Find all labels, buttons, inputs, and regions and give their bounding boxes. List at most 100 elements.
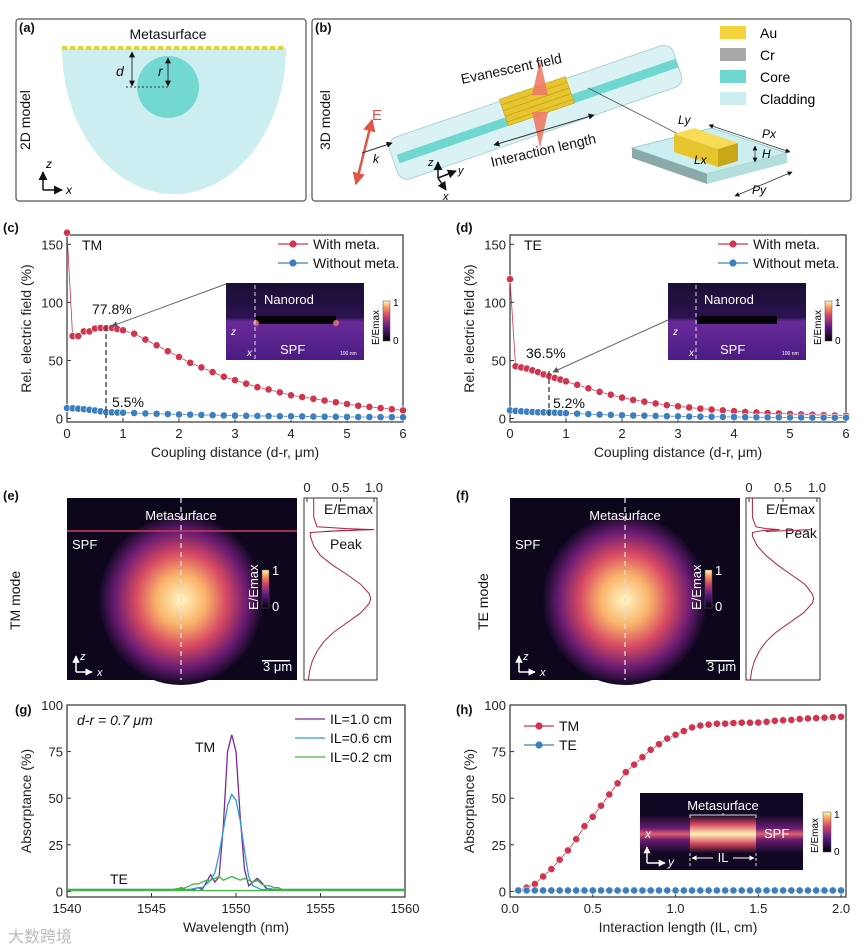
data-point (842, 413, 850, 422)
chart-h: 0.0 0.5 1.0 1.5 2.0 0 25 50 75 100 Interaction len… (461, 698, 850, 935)
axis-x: x (65, 183, 73, 197)
y-axis-label: Absorptance (%) (18, 749, 34, 853)
legend-marker (729, 240, 737, 248)
spf-label: SPF (764, 826, 789, 841)
data-point (663, 734, 672, 743)
inset-axis-x: x (246, 348, 253, 359)
panel-h-annotations: (h) IL Metasurface SPF x y 1 0 E/Emax (456, 702, 840, 870)
data-point (685, 403, 694, 412)
data-point (779, 886, 788, 895)
h-label: H (762, 147, 771, 161)
data-point (539, 886, 548, 895)
data-point (522, 886, 531, 895)
data-point (770, 886, 779, 895)
legend-label: IL=0.6 cm (330, 730, 392, 746)
tm-label: TM (195, 739, 215, 755)
data-point (718, 406, 727, 415)
data-point (253, 412, 262, 420)
axis-z-3d: z (427, 157, 434, 169)
legend-marker (289, 240, 297, 248)
mode-label-d: TE (524, 237, 542, 253)
data-point (605, 790, 614, 799)
data-point (737, 886, 746, 895)
y-tick-label: 100 (41, 698, 63, 713)
data-point (786, 413, 794, 422)
watermark: 大数跨境 (8, 927, 72, 946)
profile-e: E/Emax Peak 0 0.5 1.0 (303, 480, 383, 681)
data-point (730, 413, 738, 421)
inset-nanorod-label: Nanorod (264, 292, 314, 307)
data-point (718, 412, 727, 421)
plot-frame (509, 704, 847, 898)
data-point (746, 718, 754, 727)
y-tick-label: 75 (49, 745, 63, 760)
x-axis-label: Coupling distance (d-r, μm) (594, 444, 762, 460)
data-point (685, 412, 694, 421)
legend-label: With meta. (753, 236, 820, 252)
data-point (828, 886, 837, 895)
y-tick-label: 100 (41, 295, 63, 310)
data-point (331, 412, 340, 421)
profile-frame (303, 497, 378, 681)
legend-label: TM (559, 718, 579, 734)
y-tick-label: 150 (41, 237, 63, 252)
x-tick-label: 0 (63, 426, 70, 441)
data-point (688, 886, 696, 895)
colorbar (824, 300, 833, 342)
data-point (605, 886, 614, 895)
data-point (630, 760, 639, 769)
peak-annotation-d: 36.5% (526, 345, 566, 361)
inset-axis-z: z (672, 327, 678, 338)
data-point (287, 412, 295, 421)
data-point (651, 412, 660, 420)
data-point (737, 718, 746, 727)
axis-z: z (79, 651, 86, 663)
3d-model-label: 3D model (317, 90, 333, 150)
panel-b: (b) 3D model Evanescent field Interactio… (311, 18, 852, 203)
y-tick-label: 0 (499, 884, 506, 899)
cb-max: 1 (835, 298, 841, 309)
x-tick-label: 1550 (222, 901, 251, 916)
data-point (555, 886, 564, 895)
data-point (231, 376, 239, 385)
data-point (530, 880, 539, 888)
data-point (197, 363, 206, 372)
x-tick-label: 1545 (137, 901, 166, 916)
cb-min: 0 (272, 599, 279, 614)
profile-title: E/Emax (324, 501, 373, 517)
material-legend: Au Cr Core Cladding (720, 25, 815, 107)
data-point (152, 409, 161, 418)
data-point (762, 717, 771, 726)
data-point (662, 412, 671, 421)
inset-axis-z: z (230, 327, 236, 338)
legend-label: Au (760, 25, 777, 41)
data-point (597, 886, 605, 895)
data-point (837, 886, 845, 895)
data-point (762, 886, 771, 895)
data-point (343, 412, 351, 421)
y-tick-label: 100 (484, 295, 506, 310)
x-tick-label: 2.0 (832, 901, 850, 916)
data-point (729, 719, 738, 727)
data-point (729, 886, 738, 895)
data-point (595, 387, 604, 396)
data-point (696, 886, 705, 895)
data-point (119, 326, 127, 335)
data-point (387, 405, 396, 414)
data-point (597, 801, 605, 810)
panel-c-annotations: (c) TM 77.8% 5.5% Nanorod SPF 100 nm z x… (3, 220, 399, 418)
y-tick-label: 25 (492, 838, 506, 853)
data-point (186, 358, 195, 367)
peak-label: Peak (785, 525, 818, 541)
y-tick-label: 0 (56, 412, 63, 427)
data-point (741, 413, 750, 422)
data-point (688, 723, 696, 732)
cb-max: 1 (272, 563, 279, 578)
cb-min: 0 (715, 599, 722, 614)
data-point (613, 886, 622, 895)
data-point (646, 745, 655, 754)
data-point (812, 714, 821, 722)
panel-f-label: (f) (456, 488, 469, 503)
px-label: Px (762, 127, 777, 141)
data-point (130, 329, 139, 338)
